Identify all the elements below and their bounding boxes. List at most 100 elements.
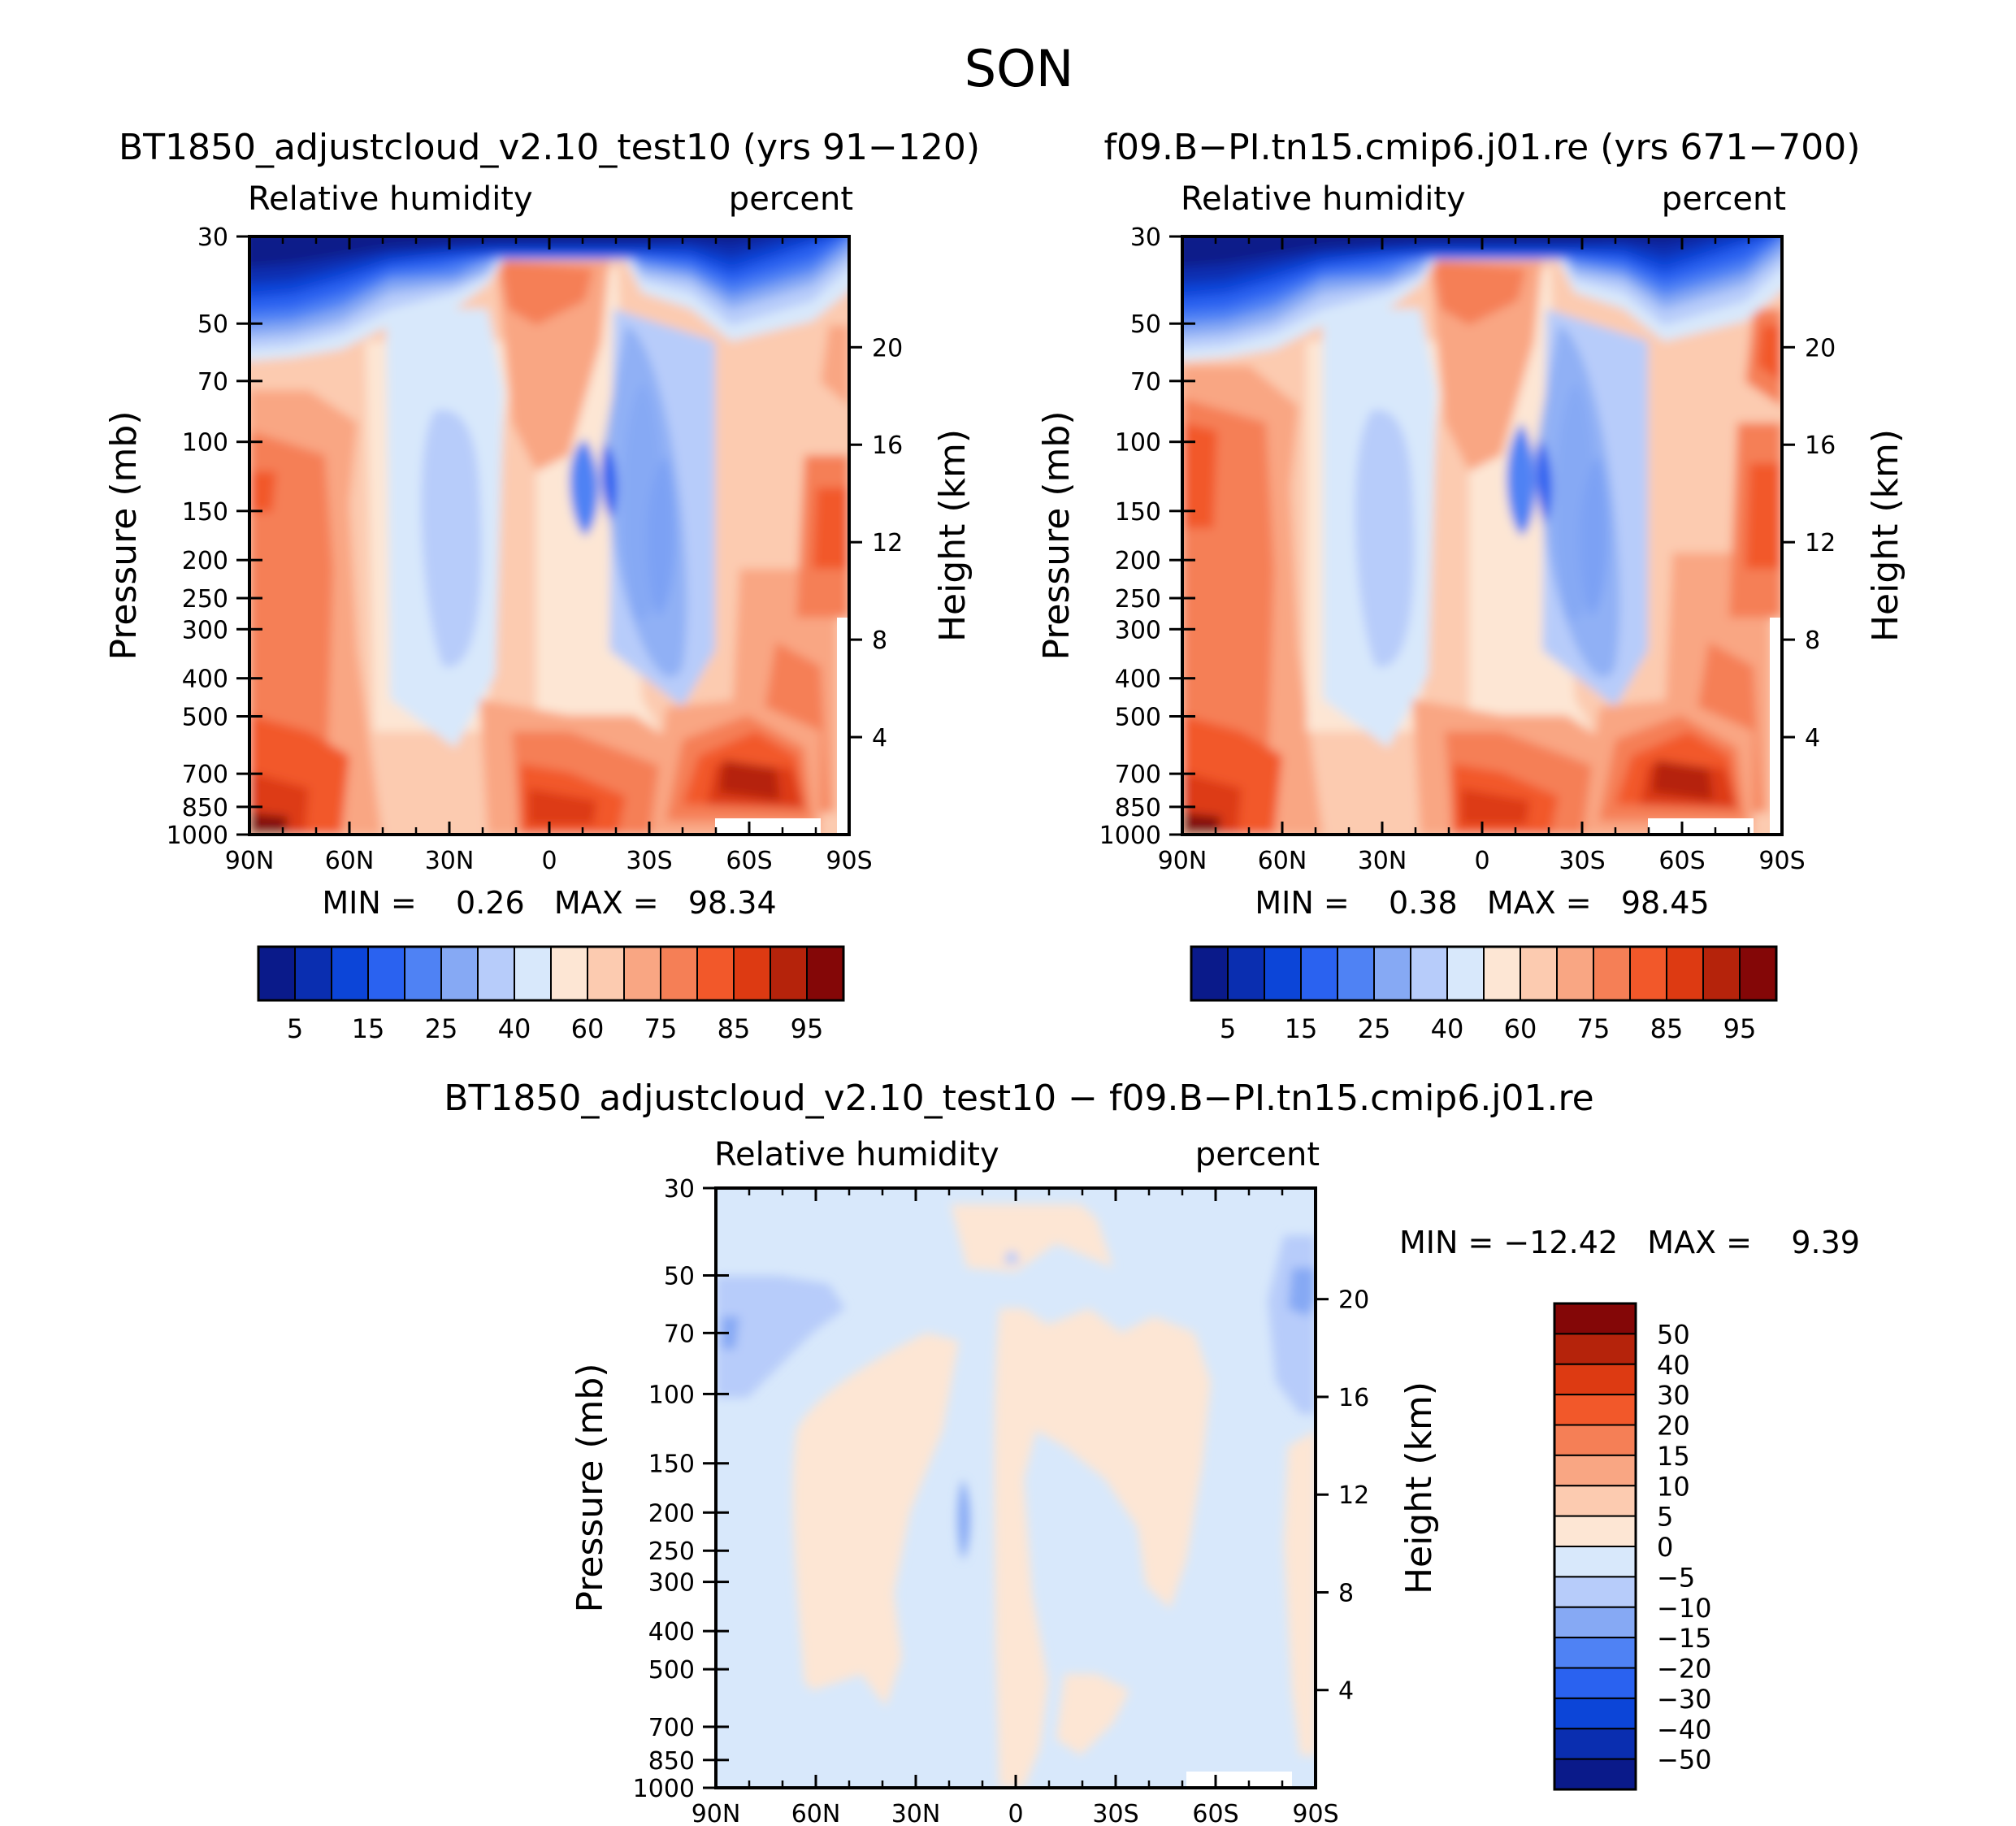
colorbar-label: 85 — [718, 1013, 751, 1044]
season-title: SON — [965, 39, 1074, 98]
y-tick-label: 100 — [182, 429, 228, 458]
colorbar-box — [1227, 946, 1265, 1001]
x-tick-label: 60S — [1192, 1800, 1238, 1826]
axes-frame: 90N 60N 30N 0 30S 60S 90S 30 50 70 100 150 200 250 300… — [570, 1175, 1440, 1826]
y2-axis-title: Height (km) — [1398, 1381, 1440, 1594]
y-tick-label: 150 — [1115, 498, 1161, 527]
y-tick-label: 200 — [182, 547, 228, 575]
colorbar-box — [1593, 946, 1631, 1001]
x-tick-label: 60S — [1658, 847, 1705, 875]
colorbar-label: −40 — [1657, 1714, 1712, 1745]
colorbar-box — [1556, 946, 1594, 1001]
colorbar-label: 15 — [1285, 1013, 1318, 1044]
colorbar-box — [1554, 1576, 1637, 1608]
colorbar-label: −15 — [1657, 1623, 1712, 1654]
y-tick-label: 50 — [1130, 310, 1161, 339]
y-tick-label: 150 — [648, 1451, 695, 1479]
x-tick-label: 60N — [325, 847, 375, 875]
y-tick-label: 300 — [182, 616, 228, 644]
y-tick-label: 150 — [182, 498, 228, 527]
contour-field — [1182, 236, 1782, 835]
colorbar-box — [660, 946, 698, 1001]
y2-tick-label: 20 — [872, 334, 903, 362]
y-tick-label: 250 — [648, 1538, 695, 1566]
y2-tick-label: 16 — [1338, 1384, 1369, 1412]
colorbar-label: 15 — [352, 1013, 385, 1044]
y-tick-label: 200 — [648, 1499, 695, 1528]
x-tick-label: 60S — [726, 847, 772, 875]
colorbar-box — [1739, 946, 1777, 1001]
y-tick-label: 30 — [197, 223, 228, 252]
colorbar-box — [1190, 946, 1229, 1001]
y-tick-label: 1000 — [167, 822, 228, 850]
x-tick-label: 90N — [1158, 847, 1207, 875]
colorbar-label: 40 — [1431, 1013, 1464, 1044]
panel-title: BT1850_adjustcloud_v2.10_test10 (yrs 91−… — [119, 127, 980, 168]
colorbar-label: 60 — [571, 1013, 605, 1044]
panel-title: f09.B−PI.tn15.cmip6.j01.re (yrs 671−700) — [1104, 127, 1861, 168]
y-tick-label: 70 — [197, 368, 228, 397]
y2-tick-label: 8 — [872, 627, 887, 655]
colorbar-frame — [1190, 945, 1778, 1002]
x-tick-label: 0 — [541, 847, 557, 875]
colorbar-label: −10 — [1657, 1593, 1712, 1624]
colorbar-frame — [1553, 1302, 1637, 1791]
x-tick-label: 90S — [1758, 847, 1805, 875]
colorbar-box — [623, 946, 661, 1001]
colorbar-label: 95 — [1723, 1013, 1757, 1044]
y-tick-label: 500 — [1115, 704, 1161, 732]
colorbar-box — [1554, 1728, 1637, 1760]
x-tick-label: 30S — [1092, 1800, 1138, 1826]
colorbar-box — [1446, 946, 1485, 1001]
colorbar-box — [1554, 1485, 1637, 1517]
colorbar-label: 40 — [498, 1013, 531, 1044]
variable-label: Relative humidity — [1181, 180, 1466, 218]
colorbar-box — [294, 946, 332, 1001]
y-tick-label: 400 — [1115, 666, 1161, 694]
y-axis-title: Pressure (mb) — [1036, 411, 1077, 661]
y2-tick-label: 4 — [1805, 724, 1820, 753]
colorbar-box — [1554, 1394, 1637, 1426]
units-label: percent — [1195, 1136, 1320, 1173]
y2-tick-label: 12 — [1338, 1481, 1369, 1510]
x-tick-label: 90S — [1292, 1800, 1338, 1826]
colorbar-box — [1554, 1667, 1637, 1699]
min-max-readout: MIN = 0.26 MAX = 98.34 — [322, 885, 776, 921]
x-tick-label: 30N — [891, 1800, 941, 1826]
y-tick-label: 100 — [648, 1381, 695, 1409]
colorbar-label: 25 — [425, 1013, 458, 1044]
colorbar-box — [477, 946, 515, 1001]
colorbar-box — [367, 946, 405, 1001]
y-tick-label: 70 — [664, 1320, 695, 1348]
y-tick-label: 400 — [182, 666, 228, 694]
colorbar-label: 75 — [644, 1013, 678, 1044]
contour-field — [716, 1188, 1316, 1788]
colorbar-label: −5 — [1657, 1562, 1695, 1593]
colorbar-box — [1264, 946, 1302, 1001]
colorbar-label: 30 — [1657, 1380, 1690, 1411]
colorbar-box — [1554, 1697, 1637, 1730]
y-tick-label: 250 — [1115, 585, 1161, 614]
y-tick-label: 250 — [182, 585, 228, 614]
colorbar-label: 10 — [1657, 1471, 1690, 1502]
colorbar-label: −30 — [1657, 1684, 1712, 1715]
y2-axis-title: Height (km) — [1865, 429, 1906, 642]
colorbar-box — [587, 946, 625, 1001]
colorbar-label: 40 — [1657, 1350, 1690, 1381]
colorbar-label: 5 — [287, 1013, 303, 1044]
colorbar-label: 95 — [791, 1013, 824, 1044]
min-max-readout: MIN = 0.38 MAX = 98.45 — [1255, 885, 1709, 921]
colorbar-box — [1554, 1333, 1637, 1365]
colorbar-box — [1554, 1515, 1637, 1547]
colorbar-box — [258, 946, 296, 1001]
y-tick-label: 400 — [648, 1618, 695, 1646]
x-tick-label: 90N — [692, 1800, 741, 1826]
colorbar-box — [514, 946, 552, 1001]
y-tick-label: 200 — [1115, 547, 1161, 575]
colorbar-label: 85 — [1650, 1013, 1684, 1044]
colorbar-box — [1373, 946, 1411, 1001]
colorbar-box — [1554, 1363, 1637, 1396]
colorbar-label: 15 — [1657, 1441, 1690, 1472]
y-tick-label: 300 — [648, 1569, 695, 1598]
